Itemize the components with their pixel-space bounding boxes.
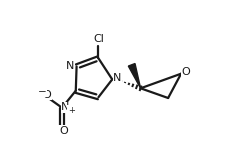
Text: O: O [43, 90, 51, 100]
Text: Cl: Cl [93, 34, 104, 44]
Polygon shape [128, 64, 141, 88]
Text: O: O [59, 126, 68, 136]
Text: N: N [113, 73, 122, 83]
Text: −: − [38, 87, 46, 97]
Text: +: + [68, 106, 75, 115]
Text: N: N [61, 102, 70, 112]
Text: N: N [66, 61, 75, 71]
Text: O: O [181, 67, 190, 77]
